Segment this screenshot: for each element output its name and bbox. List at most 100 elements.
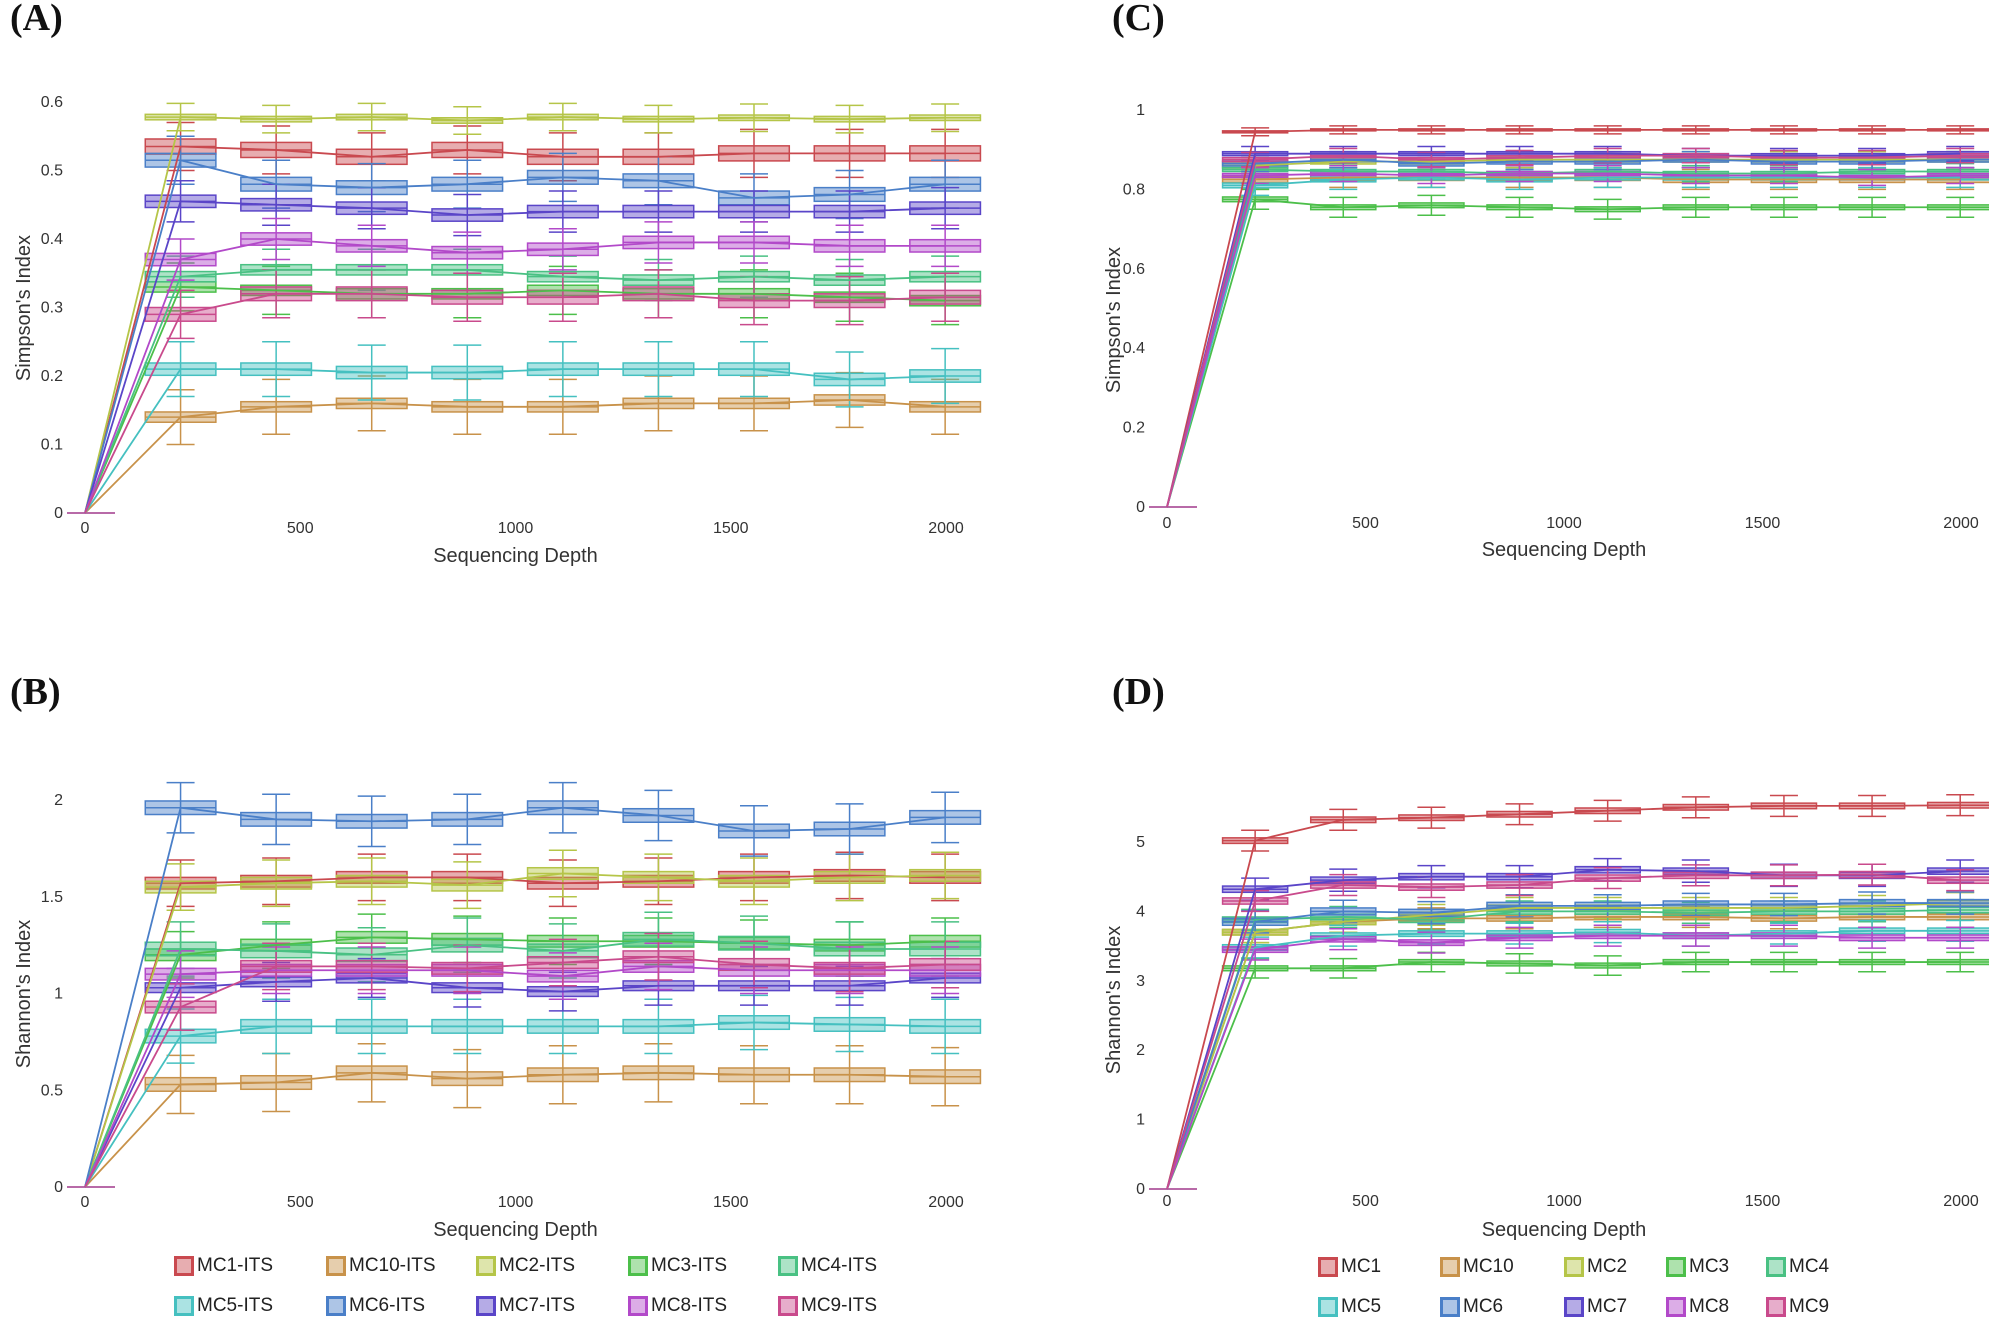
legend-label: MC8-ITS bbox=[651, 1295, 727, 1316]
legend-item-mc6-its[interactable]: MC6-ITS bbox=[326, 1293, 476, 1319]
legend-label: MC5 bbox=[1341, 1296, 1382, 1317]
legend-label: MC7-ITS bbox=[499, 1295, 575, 1316]
legend-item-mc10[interactable]: MC10 bbox=[1440, 1254, 1564, 1280]
y-tick-label: 0.6 bbox=[41, 94, 63, 111]
x-axis-title: Sequencing Depth bbox=[433, 545, 598, 567]
x-tick-label: 500 bbox=[287, 520, 314, 537]
series-line-mc10 bbox=[84, 1071, 946, 1188]
legend-item-mc9-its[interactable]: MC9-ITS bbox=[778, 1293, 928, 1319]
y-tick-label: 0.1 bbox=[41, 437, 63, 454]
series-line-mc6 bbox=[1166, 158, 1961, 508]
x-tick-label: 1000 bbox=[498, 1194, 534, 1211]
legend-item-mc7[interactable]: MC7 bbox=[1564, 1294, 1666, 1320]
x-axis-title: Sequencing Depth bbox=[1482, 539, 1647, 561]
legend-swatch bbox=[1564, 1297, 1584, 1317]
series-line-mc2 bbox=[1166, 902, 1961, 1190]
legend-label: MC3 bbox=[1689, 1256, 1730, 1277]
series-line-mc3 bbox=[84, 286, 946, 514]
x-tick-label: 500 bbox=[287, 1194, 314, 1211]
legend-swatch bbox=[326, 1256, 346, 1276]
legend-item-mc1[interactable]: MC1 bbox=[1318, 1254, 1440, 1280]
legend-item-mc5[interactable]: MC5 bbox=[1318, 1294, 1440, 1320]
series-line-mc1 bbox=[84, 874, 946, 1188]
x-tick-label: 500 bbox=[1352, 515, 1379, 532]
legend-item-mc8[interactable]: MC8 bbox=[1666, 1294, 1766, 1320]
legend-item-mc9[interactable]: MC9 bbox=[1766, 1294, 1866, 1320]
y-axis-title: Simpson's Index bbox=[1103, 247, 1125, 393]
series-line-mc5 bbox=[1166, 929, 1961, 1190]
y-tick-label: 1 bbox=[54, 986, 63, 1003]
legend-item-mc4-its[interactable]: MC4-ITS bbox=[778, 1253, 928, 1279]
legend-item-mc3[interactable]: MC3 bbox=[1666, 1254, 1766, 1280]
x-axis-title: Sequencing Depth bbox=[433, 1219, 598, 1241]
legend-item-mc2-its[interactable]: MC2-ITS bbox=[476, 1253, 628, 1279]
y-tick-label: 0.2 bbox=[1123, 420, 1145, 437]
series-line-mc9 bbox=[84, 292, 946, 514]
y-tick-label: 0.4 bbox=[41, 231, 63, 248]
y-tick-label: 0.3 bbox=[41, 300, 63, 317]
x-tick-label: 2000 bbox=[928, 1194, 964, 1211]
x-tick-label: 2000 bbox=[928, 520, 964, 537]
x-tick-label: 1000 bbox=[1546, 515, 1582, 532]
legend-swatch bbox=[1666, 1257, 1686, 1277]
legend-item-mc8-its[interactable]: MC8-ITS bbox=[628, 1293, 778, 1319]
x-axis-title: Sequencing Depth bbox=[1482, 1219, 1647, 1241]
y-tick-label: 0.2 bbox=[41, 368, 63, 385]
y-axis-title: Shannon's Index bbox=[13, 920, 35, 1068]
series-mc1 bbox=[1221, 794, 1989, 852]
legend-swatch bbox=[326, 1296, 346, 1316]
legend-item-mc6[interactable]: MC6 bbox=[1440, 1294, 1564, 1320]
legend-item-mc2[interactable]: MC2 bbox=[1564, 1254, 1666, 1280]
series-line-mc4 bbox=[1166, 909, 1961, 1190]
legend-label: MC9 bbox=[1789, 1296, 1830, 1317]
legend-swatch bbox=[628, 1296, 648, 1316]
x-tick-label: 0 bbox=[81, 1194, 90, 1211]
legend-swatch bbox=[778, 1256, 798, 1276]
x-tick-label: 0 bbox=[1163, 515, 1172, 532]
x-tick-label: 1500 bbox=[1745, 1193, 1781, 1210]
legend-item-mc5-its[interactable]: MC5-ITS bbox=[174, 1293, 326, 1319]
series-line-mc8 bbox=[84, 238, 946, 514]
panel-label-c: (C) bbox=[1112, 0, 1165, 39]
legend-swatch bbox=[628, 1256, 648, 1276]
series-line-mc1 bbox=[1166, 128, 1961, 508]
series-mc3 bbox=[1221, 188, 1989, 220]
legend-swatch bbox=[476, 1256, 496, 1276]
legend-label: MC2-ITS bbox=[499, 1255, 575, 1276]
y-tick-label: 1 bbox=[1136, 1112, 1145, 1129]
series-mc10 bbox=[144, 1043, 982, 1115]
series-line-mc6 bbox=[84, 806, 946, 1188]
legend-swatch bbox=[174, 1256, 194, 1276]
y-axis-title: Shannon's Index bbox=[1103, 926, 1125, 1074]
legend-item-mc10-its[interactable]: MC10-ITS bbox=[326, 1253, 476, 1279]
series-line-mc8 bbox=[84, 965, 946, 1188]
series-line-mc7 bbox=[84, 200, 946, 514]
y-tick-label: 1.5 bbox=[41, 889, 63, 906]
legend-label: MC5-ITS bbox=[197, 1295, 273, 1316]
x-tick-label: 1500 bbox=[1745, 515, 1781, 532]
legend-item-mc4[interactable]: MC4 bbox=[1766, 1254, 1866, 1280]
legend-swatch bbox=[1564, 1257, 1584, 1277]
legend-item-mc1-its[interactable]: MC1-ITS bbox=[174, 1253, 326, 1279]
y-tick-label: 0.5 bbox=[41, 1082, 63, 1099]
y-axis-title: Simpson's Index bbox=[13, 235, 35, 381]
y-tick-label: 2 bbox=[1136, 1042, 1145, 1059]
y-tick-label: 0 bbox=[54, 1179, 63, 1196]
series-line-mc10 bbox=[1166, 176, 1961, 508]
y-tick-label: 0 bbox=[1136, 499, 1145, 516]
series-line-mc3 bbox=[1166, 961, 1961, 1190]
legend-swatch bbox=[1666, 1297, 1686, 1317]
x-tick-label: 1000 bbox=[1546, 1193, 1582, 1210]
legend-item-mc3-its[interactable]: MC3-ITS bbox=[628, 1253, 778, 1279]
series-line-mc9 bbox=[1166, 873, 1961, 1190]
x-tick-label: 2000 bbox=[1943, 515, 1979, 532]
series-line-mc8 bbox=[1166, 172, 1961, 508]
y-tick-label: 5 bbox=[1136, 834, 1145, 851]
y-tick-label: 4 bbox=[1136, 903, 1145, 920]
series-line-mc6 bbox=[84, 159, 946, 514]
series-line-mc8 bbox=[1166, 934, 1961, 1190]
x-tick-label: 2000 bbox=[1943, 1193, 1979, 1210]
legend-item-mc7-its[interactable]: MC7-ITS bbox=[476, 1293, 628, 1319]
legend-label: MC10 bbox=[1463, 1256, 1514, 1277]
legend-label: MC8 bbox=[1689, 1296, 1730, 1317]
